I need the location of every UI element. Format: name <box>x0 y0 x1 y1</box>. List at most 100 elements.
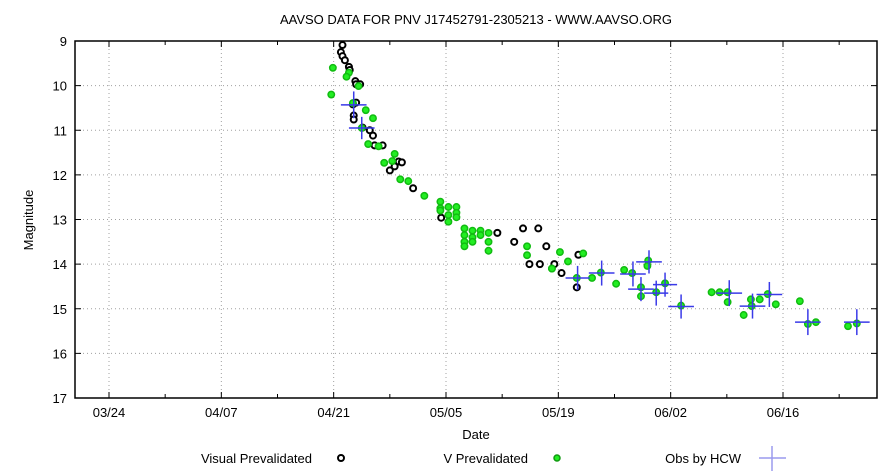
data-point-v <box>523 251 531 260</box>
y-tick-label: 9 <box>60 34 67 49</box>
series-obs-by-hcw <box>340 91 870 336</box>
legend: Visual Prevalidated V Prevalidated Obs b… <box>201 446 786 471</box>
data-point-v <box>715 288 724 297</box>
data-point-v <box>354 82 363 91</box>
data-point-visual <box>397 158 406 167</box>
y-axis: 9 10 11 12 13 14 15 16 17 <box>53 34 877 406</box>
y-tick-label: 17 <box>53 391 67 406</box>
legend-label-hcw: Obs by HCW <box>665 451 742 466</box>
data-point-v <box>564 257 572 266</box>
data-point-v <box>364 140 373 149</box>
legend-marker-v <box>553 454 561 462</box>
data-point-hcw <box>620 261 646 287</box>
data-point-v <box>547 264 556 273</box>
data-point-hcw <box>795 309 821 336</box>
data-point-v <box>342 72 351 81</box>
x-tick-label: 05/19 <box>542 405 575 420</box>
data-point-v <box>452 213 461 222</box>
legend-marker-visual <box>337 454 345 462</box>
x-tick-label: 06/02 <box>654 405 687 420</box>
data-point-hcw <box>739 293 766 319</box>
data-point-hcw <box>348 116 375 140</box>
data-point-v <box>612 279 621 288</box>
data-point-v <box>795 297 804 306</box>
x-tick-label: 06/16 <box>767 405 800 420</box>
data-point-v <box>468 237 477 246</box>
data-point-v <box>739 311 748 319</box>
data-point-v <box>369 114 377 123</box>
data-point-v <box>707 288 716 297</box>
x-tick-label: 03/24 <box>93 405 126 420</box>
y-tick-label: 11 <box>54 123 68 138</box>
data-point-visual <box>534 224 543 233</box>
chart-title: AAVSO DATA FOR PNV J17452791-2305213 - W… <box>280 12 672 27</box>
data-point-v <box>484 246 493 255</box>
grid-lines <box>75 41 877 398</box>
data-point-visual <box>409 184 418 193</box>
data-point-v <box>444 217 453 226</box>
data-point-visual <box>557 269 566 278</box>
data-point-v <box>380 158 389 167</box>
data-point-v <box>420 191 429 200</box>
data-point-hcw <box>668 294 694 319</box>
data-point-v <box>844 322 852 331</box>
x-tick-label: 04/07 <box>205 405 238 420</box>
data-point-v <box>484 228 493 237</box>
data-point-v <box>579 249 588 258</box>
data-point-v <box>444 211 453 219</box>
data-point-v <box>755 295 764 304</box>
x-axis-label: Date <box>462 427 489 442</box>
data-point-hcw <box>843 309 870 336</box>
data-point-visual <box>535 260 544 269</box>
data-point-visual <box>519 224 528 233</box>
series-visual-prevalidated <box>336 41 583 292</box>
legend-marker-hcw <box>759 446 786 471</box>
data-point-v <box>436 206 445 215</box>
x-tick-label: 04/21 <box>317 405 350 420</box>
y-tick-label: 13 <box>53 213 67 228</box>
data-point-v <box>327 90 336 99</box>
data-point-hcw <box>653 272 678 297</box>
data-point-visual <box>338 41 347 50</box>
data-point-visual <box>525 260 534 269</box>
data-point-v <box>628 269 637 277</box>
y-tick-label: 15 <box>53 302 67 317</box>
y-axis-label: Magnitude <box>21 190 36 251</box>
data-point-v <box>390 149 399 158</box>
data-point-v <box>484 237 493 246</box>
legend-label-v: V Prevalidated <box>443 451 528 466</box>
data-point-visual <box>542 242 551 251</box>
data-point-v <box>460 242 469 251</box>
data-point-visual <box>437 213 446 222</box>
data-point-hcw <box>565 265 590 291</box>
data-point-v <box>523 242 531 251</box>
data-point-visual <box>493 228 502 237</box>
data-point-visual <box>510 237 519 246</box>
data-point-v <box>555 248 564 257</box>
data-point-hcw <box>588 260 615 286</box>
data-point-v <box>476 231 485 240</box>
data-point-hcw <box>636 250 662 274</box>
data-point-visual <box>340 56 349 65</box>
data-point-v <box>396 175 405 184</box>
y-tick-label: 16 <box>53 346 67 361</box>
data-point-v <box>588 274 596 282</box>
data-point-visual <box>385 166 394 175</box>
data-point-v <box>328 63 337 72</box>
data-point-v <box>620 265 629 274</box>
data-point-v <box>771 300 780 309</box>
data-point-v <box>468 226 477 235</box>
data-point-v <box>388 157 397 165</box>
x-axis: 03/24 04/07 04/21 05/05 05/19 06/02 06/16 <box>93 41 840 420</box>
y-tick-label: 14 <box>53 257 67 272</box>
y-tick-label: 12 <box>53 168 67 183</box>
data-point-hcw <box>340 91 367 119</box>
data-point-hcw <box>716 280 743 307</box>
data-point-visual <box>572 283 581 292</box>
data-point-v <box>404 177 413 186</box>
data-point-v <box>444 203 453 211</box>
data-point-v <box>361 106 370 115</box>
data-point-v <box>436 197 445 206</box>
data-point-v <box>374 142 383 151</box>
